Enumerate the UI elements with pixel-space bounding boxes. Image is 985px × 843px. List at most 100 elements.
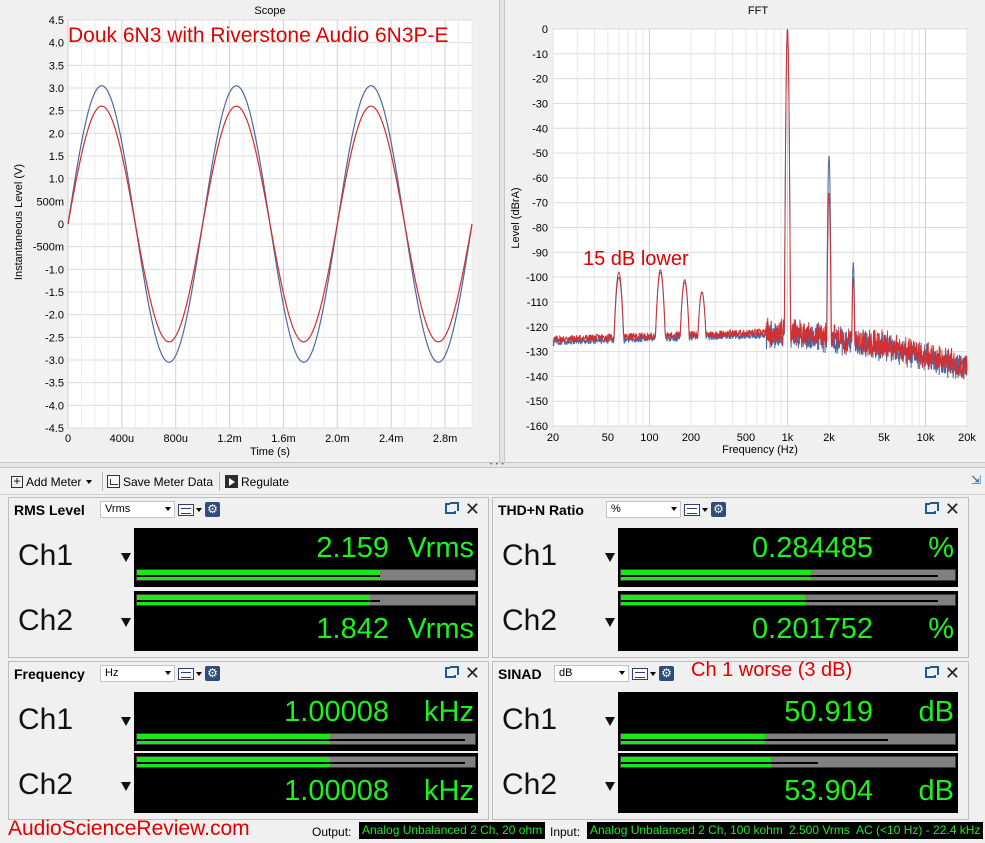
gear-icon[interactable]: ⚙ <box>659 666 674 681</box>
fft-ytick-label: -40 <box>532 123 548 135</box>
graph-icon[interactable] <box>178 667 194 680</box>
ch1-dropdown-icon[interactable] <box>605 553 615 562</box>
gear-icon[interactable]: ⚙ <box>205 666 220 681</box>
scope-xtick-label: 1.2m <box>217 433 241 445</box>
unit-select[interactable]: Hz <box>100 665 175 682</box>
unit-select-value: % <box>611 503 621 515</box>
meter-header: RMS Level Vrms ⚙ ✕ <box>9 498 488 522</box>
ch2-dropdown-icon[interactable] <box>121 618 131 627</box>
meter-title: RMS Level <box>14 502 85 518</box>
chevron-down-icon[interactable] <box>196 671 202 676</box>
splitter-grip[interactable]: • • • <box>490 462 505 468</box>
graph-icon[interactable] <box>178 503 194 516</box>
pop-out-icon[interactable] <box>925 666 939 678</box>
pane-splitter[interactable] <box>0 462 985 468</box>
ch1-dropdown-icon[interactable] <box>121 717 131 726</box>
fft-graph-panel: FFT 0 -10 -20 -30 -40 -50 -60 -70 -80 -90 -100 -110… <box>505 0 985 462</box>
pop-out-icon[interactable] <box>925 502 939 514</box>
meter-header: Frequency Hz ⚙ ✕ <box>9 662 488 686</box>
gear-icon[interactable]: ⚙ <box>205 502 220 517</box>
ch1-meter: 0.284485 % <box>618 528 958 587</box>
chevron-down-icon[interactable] <box>196 507 202 512</box>
sinad-meter-panel: SINAD dB ⚙ ✕ Ch1 50.919 dB Ch2 <box>492 661 969 820</box>
fft-title: FFT <box>748 5 768 17</box>
ch2-dropdown-icon[interactable] <box>605 782 615 791</box>
unit-select[interactable]: Vrms <box>100 501 175 518</box>
close-icon[interactable]: ✕ <box>944 499 960 519</box>
fft-ylabel: Level (dBrA) <box>510 187 522 248</box>
unit-select-value: dB <box>559 667 573 679</box>
ch2-value: 53.904 <box>784 775 873 807</box>
graph-splitter[interactable] <box>499 0 505 462</box>
ch1-unit: dB <box>918 696 954 728</box>
meter-header: SINAD dB ⚙ ✕ <box>493 662 968 686</box>
fft-ytick-label: -10 <box>532 49 548 61</box>
ch2-peak-line <box>621 600 939 602</box>
close-icon[interactable]: ✕ <box>464 499 480 519</box>
regulate-label: Regulate <box>241 474 290 489</box>
pop-out-icon[interactable] <box>445 502 459 514</box>
scope-graph-panel: Scope 4.5 4.0 3.5 3.0 2.5 2.0 1.5 1.0 500m 0 -500m… <box>0 0 499 462</box>
scope-xlabel: Time (s) <box>250 446 290 458</box>
ch2-meter: 53.904 dB <box>618 753 958 813</box>
ch1-value: 0.284485 <box>752 532 873 564</box>
output-config-button[interactable]: Analog Unbalanced 2 Ch, 20 ohm <box>359 822 546 839</box>
scope-ytick-label: -1.5 <box>45 287 64 299</box>
input-config-button[interactable]: Analog Unbalanced 2 Ch, 100 kohm <box>587 822 786 839</box>
close-icon[interactable]: ✕ <box>464 663 480 683</box>
fft-xtick-label: 100 <box>640 432 658 444</box>
fft-xlabel: Frequency (Hz) <box>722 444 798 456</box>
scope-ytick-label: 2.0 <box>49 128 64 140</box>
unit-select[interactable]: dB <box>554 665 629 682</box>
ch1-unit: % <box>928 532 954 564</box>
chevron-down-icon <box>165 507 171 511</box>
bandwidth-button[interactable]: AC (<10 Hz) - 22.4 kHz <box>853 822 984 839</box>
add-meter-button[interactable]: + Add Meter <box>11 473 93 490</box>
pin-icon[interactable]: ⇲ <box>970 473 981 487</box>
input-range-button[interactable]: 2.500 Vrms <box>786 822 853 839</box>
fft-ytick-label: -120 <box>526 322 548 334</box>
play-icon <box>225 475 238 488</box>
fft-ytick-label: -90 <box>532 247 548 259</box>
meter-header: THD+N Ratio % ⚙ ✕ <box>493 498 968 522</box>
ch2-level-bar <box>620 756 956 768</box>
ch1-label: Ch1 <box>18 703 74 736</box>
fft-ytick-label: -60 <box>532 173 548 185</box>
scope-annotation: Douk 6N3 with Riverstone Audio 6N3P-E <box>68 24 449 47</box>
rms-level-meter-panel: RMS Level Vrms ⚙ ✕ Ch1 2.159 Vrms Ch2 <box>8 497 489 658</box>
graph-icon[interactable] <box>632 667 648 680</box>
gear-icon[interactable]: ⚙ <box>711 502 726 517</box>
ch2-dropdown-icon[interactable] <box>605 618 615 627</box>
fft-xtick-label: 1k <box>782 432 794 444</box>
ch1-dropdown-icon[interactable] <box>121 553 131 562</box>
ch2-level-bar <box>136 756 476 768</box>
ch2-label: Ch2 <box>18 604 74 637</box>
scope-ytick-label: -500m <box>33 242 64 254</box>
scope-graph: Scope 4.5 4.0 3.5 3.0 2.5 2.0 1.5 1.0 500m 0 -500m… <box>0 0 499 462</box>
graph-icon[interactable] <box>684 503 700 516</box>
ch2-meter: 0.201752 % <box>618 591 958 651</box>
regulate-button[interactable]: Regulate <box>225 473 289 490</box>
scope-xtick-label: 800u <box>163 433 187 445</box>
ch2-meter: 1.00008 kHz <box>134 753 478 813</box>
unit-select[interactable]: % <box>606 501 681 518</box>
scope-title: Scope <box>254 5 285 17</box>
chevron-down-icon <box>619 671 625 675</box>
scope-xtick-label: 2.0m <box>325 433 349 445</box>
close-icon[interactable]: ✕ <box>944 663 960 683</box>
ch2-value: 1.842 <box>316 613 389 645</box>
fft-ytick-label: -160 <box>526 421 548 433</box>
ch2-dropdown-icon[interactable] <box>121 782 131 791</box>
scope-ytick-label: -3.0 <box>45 355 64 367</box>
ch1-label: Ch1 <box>18 539 74 572</box>
fft-ytick-label: 0 <box>542 24 548 36</box>
ch1-level-bar <box>620 569 956 581</box>
pop-out-icon[interactable] <box>445 666 459 678</box>
fft-xtick-label: 5k <box>878 432 890 444</box>
save-meter-data-button[interactable]: Save Meter Data <box>107 473 213 490</box>
ch2-unit: Vrms <box>407 613 474 645</box>
chevron-down-icon[interactable] <box>702 507 708 512</box>
ch1-level-bar <box>620 733 956 745</box>
ch1-dropdown-icon[interactable] <box>605 717 615 726</box>
chevron-down-icon[interactable] <box>650 671 656 676</box>
